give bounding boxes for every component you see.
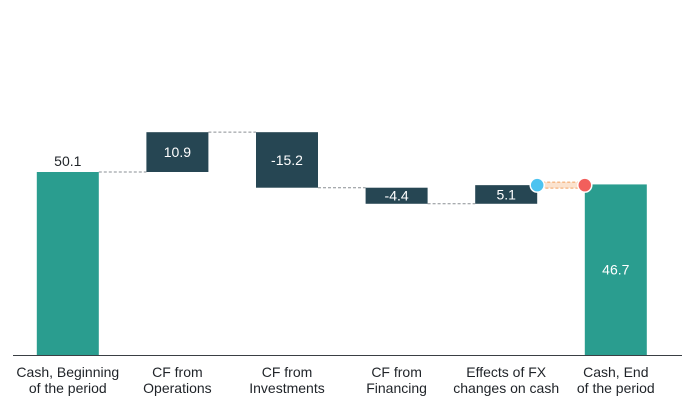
end-marker-icon xyxy=(577,177,593,193)
value-label: 5.1 xyxy=(496,186,516,202)
value-label: -4.4 xyxy=(385,188,409,204)
category-label: CF from xyxy=(371,364,422,380)
category-label: Financing xyxy=(366,380,427,396)
value-label: 10.9 xyxy=(164,144,191,160)
category-label: CF from xyxy=(152,364,203,380)
category-label: of the period xyxy=(29,380,107,396)
total-bar xyxy=(584,184,647,355)
value-label: 46.7 xyxy=(602,261,629,277)
category-label: changes on cash xyxy=(453,380,559,396)
category-label: Effects of FX xyxy=(466,364,547,380)
category-label: Cash, Beginning xyxy=(16,364,119,380)
delta-bar xyxy=(365,187,428,204)
value-label: -15.2 xyxy=(271,152,303,168)
value-label: 50.1 xyxy=(54,153,81,169)
total-bar xyxy=(36,172,99,355)
start-marker-icon xyxy=(529,177,545,193)
category-label: Operations xyxy=(143,380,211,396)
delta-bar xyxy=(146,132,209,172)
category-label: of the period xyxy=(577,380,655,396)
category-label: Investments xyxy=(249,380,324,396)
delta-bar xyxy=(256,132,318,188)
category-label: Cash, End xyxy=(583,364,648,380)
category-label: CF from xyxy=(262,364,313,380)
delta-bar xyxy=(475,185,538,204)
